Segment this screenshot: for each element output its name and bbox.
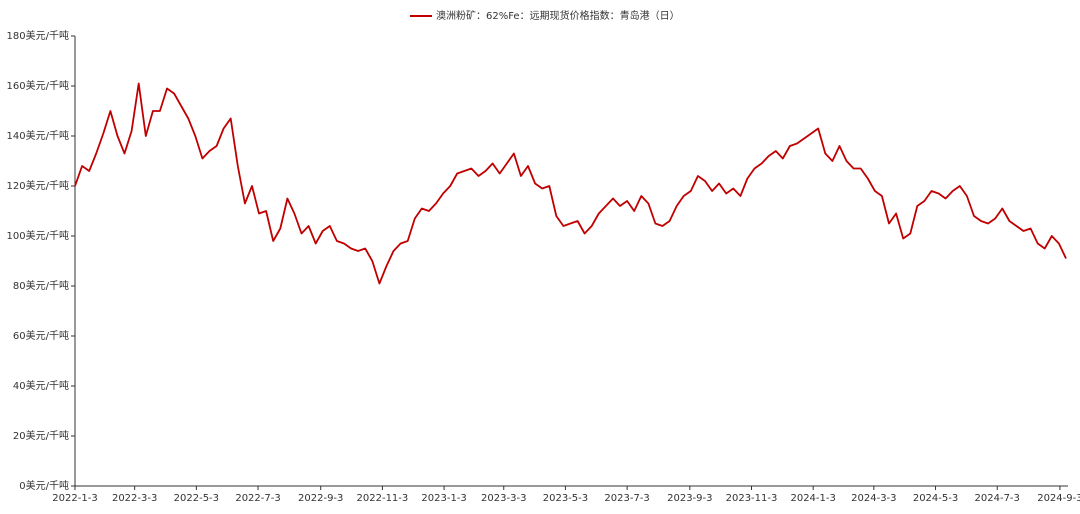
x-tick-label: 2022-1-3	[52, 493, 97, 504]
x-tick-label: 2024-3-3	[851, 493, 896, 504]
x-tick-label: 2023-11-3	[726, 493, 778, 504]
x-tick-label: 2023-5-3	[543, 493, 588, 504]
series-line	[74, 82, 1067, 285]
x-tick-label: 2022-7-3	[235, 493, 280, 504]
y-tick-label: 40美元/千吨	[13, 379, 69, 392]
y-tick-label: 160美元/千吨	[7, 79, 69, 92]
x-tick-label: 2024-1-3	[790, 493, 835, 504]
x-tick-label: 2022-11-3	[357, 493, 409, 504]
x-tick-label: 2023-9-3	[667, 493, 712, 504]
x-tick-label: 2024-7-3	[975, 493, 1020, 504]
x-tick-label: 2023-7-3	[604, 493, 649, 504]
y-tick-label: 140美元/千吨	[7, 129, 69, 142]
x-tick-label: 2024-5-3	[913, 493, 958, 504]
y-tick-label: 60美元/千吨	[13, 329, 69, 342]
y-tick-label: 180美元/千吨	[7, 29, 69, 42]
x-tick-label: 2024-9-3	[1037, 493, 1080, 504]
x-tick-label: 2022-5-3	[174, 493, 219, 504]
x-tick-label: 2022-3-3	[112, 493, 157, 504]
y-tick-label: 80美元/千吨	[13, 279, 69, 292]
y-tick-label: 100美元/千吨	[7, 229, 69, 242]
x-tick-label: 2022-9-3	[298, 493, 343, 504]
x-tick-label: 2023-1-3	[421, 493, 466, 504]
y-tick-label: 20美元/千吨	[13, 429, 69, 442]
y-tick-label: 120美元/千吨	[7, 179, 69, 192]
legend-label: 澳洲粉矿：62%Fe：远期现货价格指数：青岛港（日）	[436, 9, 680, 22]
y-tick-label: 0美元/千吨	[19, 479, 69, 492]
x-tick-label: 2023-3-3	[481, 493, 526, 504]
